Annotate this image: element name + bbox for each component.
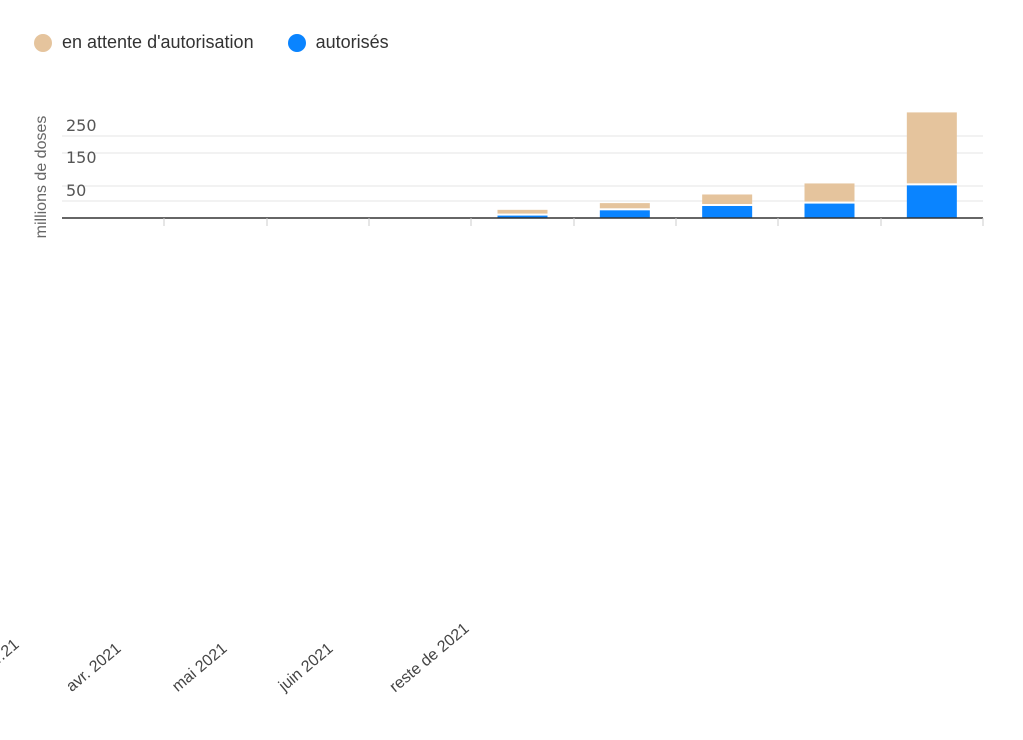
x-axis [62, 217, 984, 226]
y-tick-label: 250 [66, 116, 97, 135]
bar-authorized[interactable] [497, 215, 548, 218]
x-tick-label: mai 2021 [169, 640, 230, 695]
y-axis-label: millions de doses [33, 116, 50, 239]
x-tick-label: …21 [0, 636, 23, 671]
x-tick-label: reste de 2021 [387, 620, 473, 696]
bar-pending[interactable] [702, 194, 753, 204]
bar-authorized[interactable] [702, 206, 753, 218]
legend-swatch-authorized [287, 33, 306, 52]
bar-pending[interactable] [497, 209, 548, 214]
bar-pending[interactable] [906, 112, 957, 184]
bar-pending[interactable] [599, 203, 650, 209]
x-tick-label: juin 2021 [275, 640, 337, 695]
bars [497, 112, 957, 218]
bar-authorized[interactable] [906, 185, 957, 218]
bar-authorized[interactable] [804, 203, 855, 218]
bar-authorized[interactable] [599, 210, 650, 218]
legend-label-authorized: autorisés [315, 32, 389, 52]
legend-label-pending: en attente d'autorisation [62, 32, 254, 52]
legend-swatch-pending [34, 33, 52, 52]
bar-pending[interactable] [804, 183, 855, 202]
y-axis-ticks: 250 150 50 [66, 116, 97, 200]
x-tick-label: avr. 2021 [63, 640, 124, 695]
chart-legend: en attente d'autorisation autorisés [34, 32, 389, 53]
legend-item-pending[interactable]: en attente d'autorisation [34, 32, 254, 53]
legend-item-authorized[interactable]: autorisés [287, 32, 389, 53]
y-tick-label: 150 [66, 148, 97, 167]
y-tick-label: 50 [66, 181, 86, 200]
x-axis-tick-labels: …21 avr. 2021 mai 2021 juin 2021 reste de 20… [0, 620, 473, 696]
